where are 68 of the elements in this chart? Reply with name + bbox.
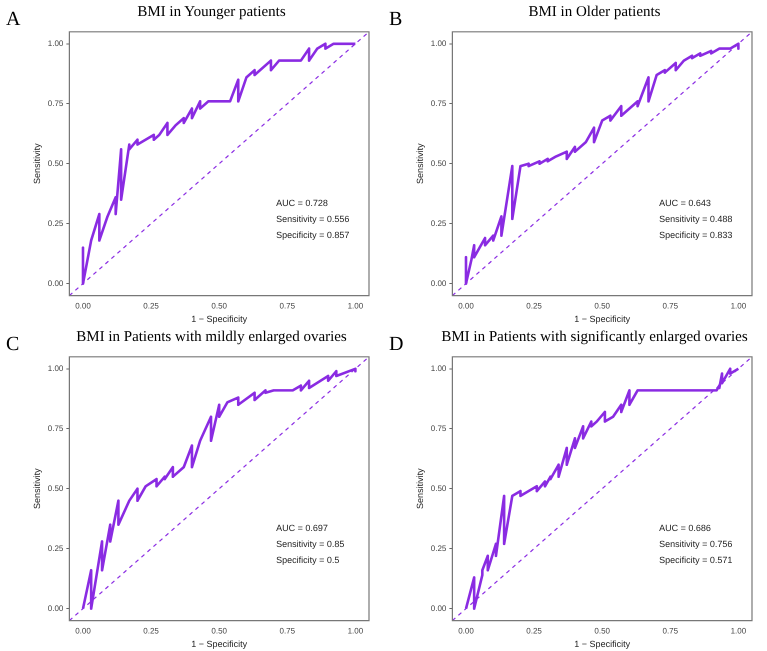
text: B bbox=[389, 8, 402, 31]
x-tick-label: 1.00 bbox=[730, 626, 747, 636]
x-axis-title: 1 − Specificity bbox=[574, 639, 631, 650]
x-tick-label: 1.00 bbox=[348, 626, 364, 636]
x-tick-label: 0.50 bbox=[594, 302, 611, 311]
annotation: Specificity = 0.833 bbox=[659, 230, 732, 240]
x-tick-label: 0.50 bbox=[594, 626, 611, 636]
y-tick-label: 0.75 bbox=[48, 424, 64, 433]
x-tick-label: 0.50 bbox=[211, 302, 228, 311]
y-axis-title: Sensitivity bbox=[32, 468, 42, 509]
chart-title: BMI in Younger patients bbox=[136, 4, 287, 21]
x-tick-label: 1.00 bbox=[730, 302, 747, 311]
y-tick-label: 0.25 bbox=[430, 218, 447, 228]
y-tick-label: 0.00 bbox=[430, 604, 447, 613]
y-tick-label: 0.50 bbox=[430, 484, 447, 493]
y-tick-label: 1.00 bbox=[48, 364, 64, 373]
annotation: AUC = 0.697 bbox=[276, 522, 328, 533]
x-tick-label: 0.75 bbox=[279, 302, 296, 311]
x-tick-label: 0.00 bbox=[458, 626, 474, 636]
y-tick-label: 1.00 bbox=[430, 38, 447, 48]
y-tick-label: 0.75 bbox=[430, 424, 447, 433]
chart-title: BMI in Patients with mildly enlarged ovaries bbox=[75, 329, 348, 346]
text: A bbox=[6, 8, 20, 31]
x-tick-label: 0.00 bbox=[458, 302, 474, 311]
x-tick-label: 0.25 bbox=[143, 626, 160, 636]
x-axis-title: 1 − Specificity bbox=[191, 639, 248, 650]
y-tick-label: 0.00 bbox=[48, 278, 64, 288]
x-tick-label: 0.25 bbox=[526, 302, 542, 311]
y-tick-label: 0.50 bbox=[48, 158, 64, 168]
x-tick-label: 0.25 bbox=[526, 626, 542, 636]
x-tick-label: 0.75 bbox=[662, 626, 679, 636]
y-tick-label: 0.00 bbox=[430, 278, 447, 288]
text: D bbox=[389, 333, 404, 356]
x-tick-label: 0.50 bbox=[211, 626, 228, 636]
y-tick-label: 0.25 bbox=[430, 544, 447, 553]
annotation: Sensitivity = 0.85 bbox=[276, 538, 344, 549]
x-tick-label: 0.00 bbox=[75, 626, 92, 636]
y-tick-label: 0.75 bbox=[430, 98, 447, 108]
annotation: Specificity = 0.5 bbox=[276, 554, 340, 565]
y-tick-label: 0.25 bbox=[48, 544, 64, 553]
annotation: Sensitivity = 0.756 bbox=[659, 538, 732, 549]
annotation: Sensitivity = 0.556 bbox=[276, 214, 350, 224]
y-tick-label: 0.50 bbox=[430, 158, 447, 168]
annotation: AUC = 0.728 bbox=[276, 198, 328, 208]
x-tick-label: 1.00 bbox=[348, 302, 364, 311]
y-tick-label: 1.00 bbox=[48, 38, 64, 48]
annotation: AUC = 0.686 bbox=[659, 522, 711, 533]
chart-title: BMI in Older patients bbox=[527, 4, 662, 21]
x-axis-title: 1 − Specificity bbox=[574, 314, 631, 324]
y-tick-label: 0.75 bbox=[48, 98, 64, 108]
x-tick-label: 0.75 bbox=[662, 302, 679, 311]
y-tick-label: 1.00 bbox=[430, 364, 447, 373]
x-tick-label: 0.00 bbox=[75, 302, 92, 311]
chart-title: BMI in Patients with significantly enlarged ovaries bbox=[440, 329, 749, 346]
annotation: Sensitivity = 0.488 bbox=[659, 214, 732, 224]
y-tick-label: 0.25 bbox=[48, 218, 64, 228]
y-axis-title: Sensitivity bbox=[414, 468, 425, 509]
y-axis-title: Sensitivity bbox=[414, 142, 425, 184]
y-tick-label: 0.50 bbox=[48, 484, 64, 493]
x-tick-label: 0.75 bbox=[279, 626, 296, 636]
x-tick-label: 0.25 bbox=[143, 302, 160, 311]
x-axis-title: 1 − Specificity bbox=[191, 314, 248, 324]
y-axis-title: Sensitivity bbox=[32, 142, 42, 184]
text: C bbox=[6, 333, 20, 356]
annotation: Specificity = 0.571 bbox=[659, 554, 732, 565]
annotation: Specificity = 0.857 bbox=[276, 230, 350, 240]
y-tick-label: 0.00 bbox=[48, 604, 64, 613]
annotation: AUC = 0.643 bbox=[659, 198, 711, 208]
